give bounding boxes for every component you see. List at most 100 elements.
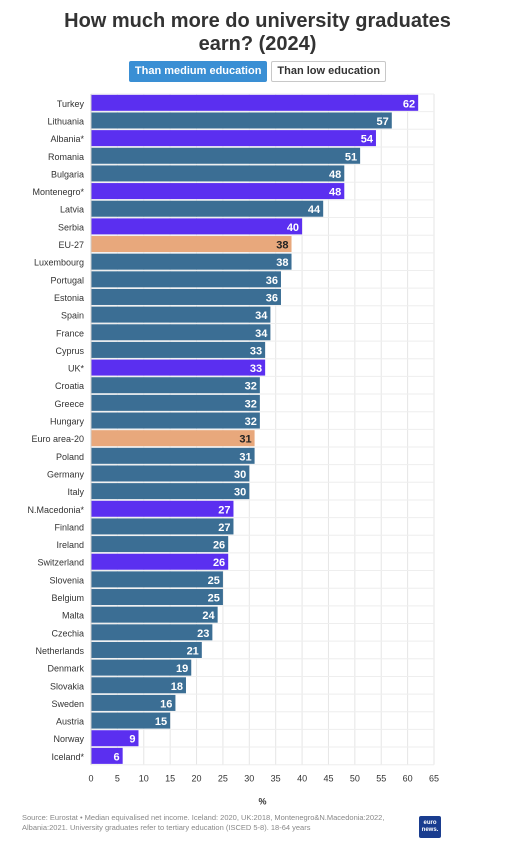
x-tick-label: 55 bbox=[376, 774, 386, 784]
data-label: 25 bbox=[208, 593, 220, 605]
category-label: N.Macedonia* bbox=[27, 505, 84, 515]
category-label: Denmark bbox=[47, 664, 84, 674]
category-label: Italy bbox=[67, 487, 84, 497]
category-label: Hungary bbox=[50, 417, 85, 427]
bar bbox=[91, 747, 123, 764]
category-label: UK* bbox=[68, 364, 85, 374]
data-label: 25 bbox=[208, 575, 220, 587]
data-label: 48 bbox=[329, 187, 341, 199]
data-label: 32 bbox=[245, 398, 257, 410]
bar bbox=[91, 553, 229, 570]
bar bbox=[91, 447, 255, 464]
category-label: Austria bbox=[56, 717, 84, 727]
category-label: Norway bbox=[53, 734, 84, 744]
bar bbox=[91, 677, 186, 694]
category-label: France bbox=[56, 328, 84, 338]
bar bbox=[91, 483, 250, 500]
bar bbox=[91, 659, 192, 676]
category-label: Iceland* bbox=[51, 752, 84, 762]
data-label: 48 bbox=[329, 169, 341, 181]
data-label: 27 bbox=[218, 522, 230, 534]
bar bbox=[91, 536, 229, 553]
category-label: Finland bbox=[54, 522, 84, 532]
x-tick-label: 30 bbox=[244, 774, 254, 784]
data-label: 31 bbox=[239, 434, 251, 446]
category-label: Bulgaria bbox=[51, 169, 84, 179]
data-label: 36 bbox=[266, 292, 278, 304]
bar bbox=[91, 253, 292, 270]
category-label: Belgium bbox=[51, 593, 84, 603]
data-label: 16 bbox=[160, 698, 172, 710]
data-label: 57 bbox=[377, 116, 389, 128]
category-label: Poland bbox=[56, 452, 84, 462]
category-label: Lithuania bbox=[47, 116, 84, 126]
title-line-1: How much more do university graduates bbox=[64, 10, 451, 32]
x-tick-label: 50 bbox=[350, 774, 360, 784]
toggle-medium-education[interactable]: Than medium education bbox=[128, 61, 268, 82]
category-label: Germany bbox=[47, 469, 85, 479]
x-tick-label: 15 bbox=[165, 774, 175, 784]
bar bbox=[91, 130, 376, 147]
category-label: Switzerland bbox=[37, 558, 84, 568]
bar bbox=[91, 183, 345, 200]
x-tick-label: 65 bbox=[429, 774, 439, 784]
category-label: EU-27 bbox=[58, 240, 84, 250]
data-label: 9 bbox=[129, 734, 135, 746]
toggle-low-education[interactable]: Than low education bbox=[271, 61, 387, 82]
bar bbox=[91, 200, 324, 217]
data-label: 30 bbox=[234, 487, 246, 499]
bar-chart: 0 5 10 15 20 25 30 35 40 45 50 55 60 65 Turkey 62 Lithua… bbox=[27, 93, 439, 807]
data-label: 40 bbox=[287, 222, 299, 234]
category-label: Montenegro* bbox=[32, 187, 84, 197]
title-line-2: earn? (2024) bbox=[198, 33, 317, 55]
data-label: 32 bbox=[245, 381, 257, 393]
category-label: Cyprus bbox=[55, 346, 84, 356]
data-label: 19 bbox=[176, 663, 188, 675]
data-label: 26 bbox=[213, 540, 225, 552]
data-label: 32 bbox=[245, 416, 257, 428]
bar bbox=[91, 306, 271, 323]
x-tick-label: 20 bbox=[192, 774, 202, 784]
bar bbox=[91, 500, 234, 517]
bar bbox=[91, 730, 139, 747]
bar bbox=[91, 218, 303, 235]
category-label: Czechia bbox=[51, 628, 84, 638]
data-label: 26 bbox=[213, 557, 225, 569]
bar bbox=[91, 571, 223, 588]
bar bbox=[91, 589, 223, 606]
data-label: 24 bbox=[202, 610, 215, 622]
category-label: Slovenia bbox=[49, 575, 84, 585]
bar bbox=[91, 324, 271, 341]
data-label: 51 bbox=[345, 151, 357, 163]
bar bbox=[91, 359, 266, 376]
euronews-logo: euro news. bbox=[419, 816, 441, 838]
bar bbox=[91, 236, 292, 253]
data-label: 34 bbox=[255, 328, 268, 340]
category-label: Ireland bbox=[56, 540, 84, 550]
data-label: 18 bbox=[171, 681, 183, 693]
bar bbox=[91, 518, 234, 535]
data-label: 33 bbox=[250, 345, 262, 357]
data-label: 36 bbox=[266, 275, 278, 287]
data-label: 21 bbox=[187, 645, 199, 657]
x-tick-label: 45 bbox=[323, 774, 333, 784]
x-tick-label: 40 bbox=[297, 774, 307, 784]
data-label: 23 bbox=[197, 628, 209, 640]
bar bbox=[91, 465, 250, 482]
data-label: 38 bbox=[276, 240, 288, 252]
bar bbox=[91, 288, 281, 305]
bar bbox=[91, 641, 202, 658]
category-label: Greece bbox=[54, 399, 84, 409]
x-axis-label: % bbox=[258, 797, 266, 807]
category-label: Latvia bbox=[60, 205, 84, 215]
category-label: Euro area-20 bbox=[31, 434, 84, 444]
data-label: 34 bbox=[255, 310, 268, 322]
data-label: 33 bbox=[250, 363, 262, 375]
category-label: Luxembourg bbox=[34, 258, 84, 268]
bar bbox=[91, 94, 419, 111]
bar bbox=[91, 606, 218, 623]
x-tick-label: 5 bbox=[115, 774, 120, 784]
bar bbox=[91, 341, 266, 358]
data-label: 15 bbox=[155, 716, 167, 728]
data-label: 27 bbox=[218, 504, 230, 516]
